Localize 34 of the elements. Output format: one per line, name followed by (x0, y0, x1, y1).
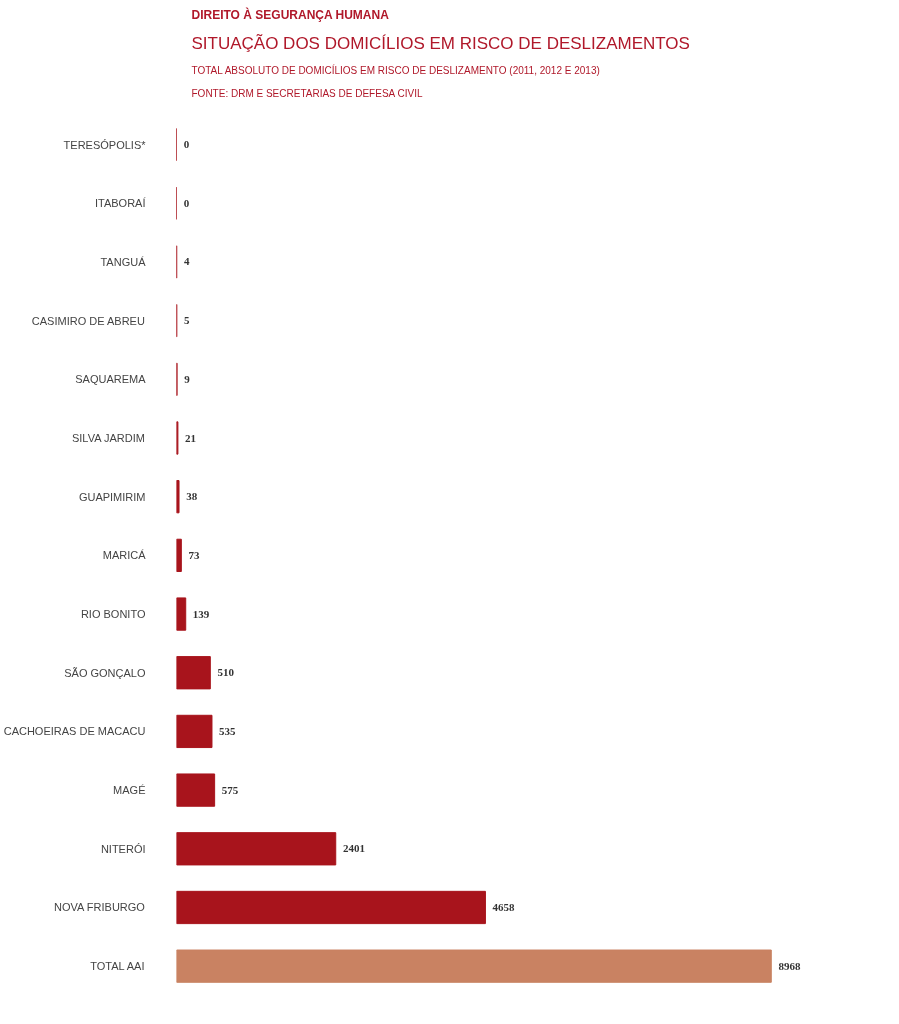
chart-title: DIREITO À SEGURANÇA HUMANA (191, 6, 390, 22)
data-label: 535 (219, 724, 237, 737)
y-tick-label: SILVA JARDIM (71, 432, 145, 444)
data-label: 8968 (778, 959, 801, 972)
y-tick-label: RIO BONITO (80, 608, 146, 621)
data-label: 0 (183, 196, 190, 209)
data-label: 139 (192, 607, 210, 620)
y-tick-label: TERESÓPOLIS* (63, 138, 147, 151)
text: TOTAL ABSOLUTO DE DOMICÍLIOS EM RISCO DE DESLIZAMENTO (2011, 2012 E 2013) (191, 63, 600, 76)
data-label: 9 (184, 372, 191, 385)
data-label: 4658 (492, 900, 516, 913)
y-tick-label: CACHOEIRAS DE MACACU (3, 725, 146, 738)
data-label: 73 (188, 548, 200, 561)
data-label: 38 (186, 490, 198, 503)
data-label: 575 (221, 783, 239, 796)
y-tick-label: TOTAL AAI (90, 960, 145, 973)
y-tick-label: SAQUAREMA (75, 373, 147, 386)
y-tick-label: MARICÁ (102, 549, 147, 562)
y-tick-label: NITERÓI (100, 842, 146, 855)
data-label: 0 (183, 138, 190, 151)
data-label: 21 (185, 431, 197, 444)
data-label: 510 (217, 666, 235, 679)
y-tick-label: ITABORAÍ (94, 197, 147, 210)
source-note: FONTE: DRM E SECRETARIAS DE DEFESA CIVIL (191, 87, 423, 99)
y-tick-label: TANGUÁ (100, 255, 147, 268)
y-tick-label: MAGÉ (113, 784, 146, 797)
data-label: 4 (183, 255, 190, 268)
chart-subtitle: SITUAÇÃO DOS DOMICÍLIOS EM RISCO DE DESLIZAMENTOS (191, 33, 690, 53)
y-tick-label: SÃO GONÇALO (64, 666, 146, 679)
data-label: 2401 (342, 842, 365, 855)
y-tick-label: CASIMIRO DE ABREU (31, 314, 145, 327)
y-tick-label: GUAPIMIRIM (78, 490, 146, 503)
y-tick-label: NOVA FRIBURGO (54, 901, 146, 914)
data-label: 5 (183, 314, 190, 327)
